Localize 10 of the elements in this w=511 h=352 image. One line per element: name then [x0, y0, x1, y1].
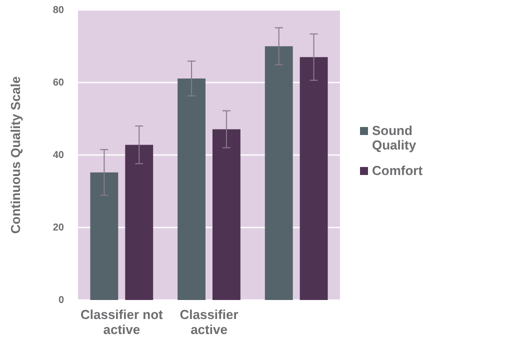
y-tick-label: 20	[52, 222, 64, 234]
x-tick-label: Classifier not active	[80, 307, 164, 338]
y-tick-label: 60	[52, 78, 64, 89]
legend-label: Sound Quality	[372, 123, 417, 152]
legend-label: Comfort	[372, 163, 424, 178]
y-tick-label: 40	[52, 150, 64, 162]
y-tick-label: 80	[52, 5, 64, 16]
y-tick-label: 0	[58, 295, 64, 306]
y-axis-title: Continuous Quality Scale	[8, 76, 23, 234]
x-tick-label: Classifier active	[180, 307, 238, 338]
